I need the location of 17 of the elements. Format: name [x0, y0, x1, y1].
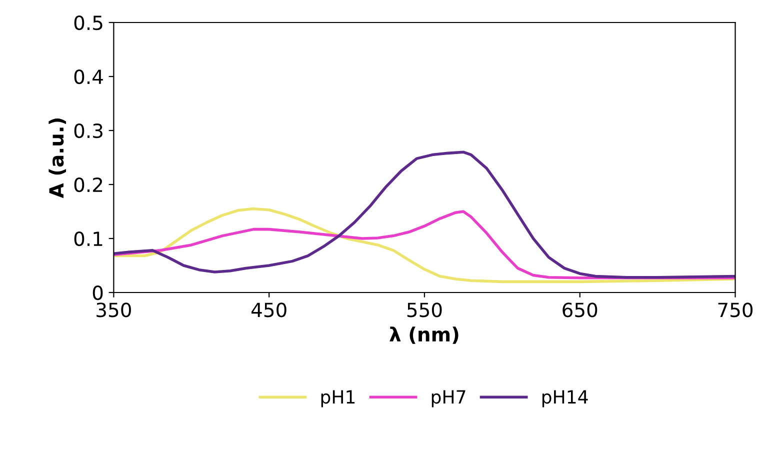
- y-tick-label: 0: [92, 285, 103, 300]
- x-tick-label: 750: [718, 302, 753, 318]
- line-series: [114, 150, 736, 279]
- legend-label: pH1: [321, 390, 355, 408]
- y-tick-label: 0.2: [74, 177, 102, 192]
- legend-label: pH7: [432, 390, 466, 408]
- y-axis-title: A (a.u.): [48, 118, 66, 198]
- y-tick-label: 0.3: [74, 123, 102, 138]
- x-tick-label: 550: [407, 302, 442, 318]
- y-tick-label: 0.1: [74, 231, 102, 246]
- x-axis-title: λ (nm): [390, 326, 458, 344]
- legend-label: pH14: [542, 390, 588, 408]
- y-tick-label: 0.4: [74, 69, 103, 84]
- x-tick-label: 650: [562, 302, 598, 318]
- x-tick-label: 350: [96, 302, 131, 318]
- x-tick-label: 450: [251, 302, 286, 318]
- y-tick-label: 0.5: [74, 15, 102, 30]
